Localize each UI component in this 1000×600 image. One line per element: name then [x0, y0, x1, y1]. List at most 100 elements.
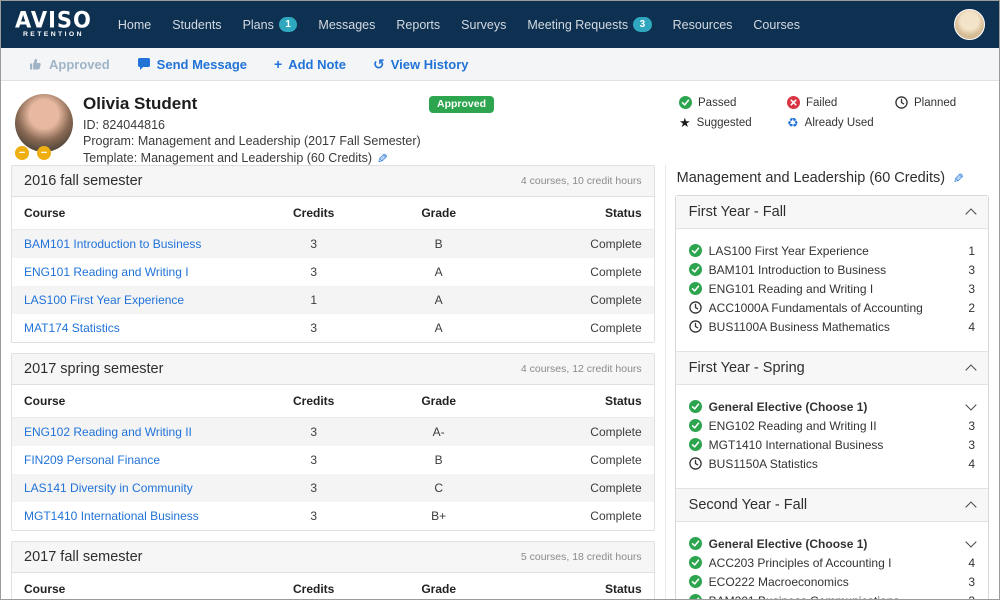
col-grade: Grade	[373, 573, 504, 599]
plan-section-header[interactable]: First Year - Spring	[675, 351, 988, 385]
course-link[interactable]: FIN209 Personal Finance	[24, 453, 161, 467]
plan-course-name[interactable]: BUS1150A Statistics	[708, 456, 818, 471]
logo-subtext: RETENTION	[23, 31, 84, 39]
course-link[interactable]: ENG101 Reading and Writing I	[24, 265, 189, 279]
table-row: ENG101 Reading and Writing I 3 A Complet…	[12, 258, 654, 286]
table-row: BAM101 Introduction to Business 3 B Comp…	[12, 229, 654, 258]
course-table: Course Credits Grade Status ENG102 Readi…	[12, 385, 654, 530]
plan-course-name[interactable]: General Elective (Choose 1)	[708, 536, 868, 551]
nav-item-reports[interactable]: Reports	[396, 17, 441, 32]
nav-item-courses[interactable]: Courses	[753, 17, 800, 32]
plan-course-name[interactable]: ENG101 Reading and Writing I	[708, 281, 874, 296]
plan-section-header[interactable]: Second Year - Fall	[675, 488, 988, 522]
nav-menu: Home Students Plans 1 Messages Reports Su…	[118, 17, 800, 32]
warning-minus-icon[interactable]: −	[15, 146, 29, 160]
user-avatar[interactable]	[954, 9, 985, 40]
course-credits: 3	[310, 453, 317, 467]
course-status: Complete	[590, 293, 642, 307]
plan-template-title: Management and Leadership (60 Credits) ✎	[676, 170, 966, 186]
semester-summary: 4 courses, 12 credit hours	[520, 363, 642, 375]
plan-section-header[interactable]: First Year - Fall	[675, 196, 988, 229]
plan-course-name[interactable]: General Elective (Choose 1)	[708, 399, 868, 414]
plan-course-item: ENG101 Reading and Writing I 3	[688, 279, 975, 298]
nav-item-students[interactable]: Students	[172, 17, 222, 32]
plan-course-credits: 3	[968, 262, 975, 277]
semester-summary: 5 courses, 18 credit hours	[520, 551, 642, 563]
chevron-up-icon[interactable]	[965, 501, 977, 513]
semester-header[interactable]: 2017 fall semester 5 courses, 18 credit …	[12, 542, 654, 573]
course-grade: A-	[432, 425, 445, 439]
plan-template-panel: Management and Leadership (60 Credits) ✎…	[664, 165, 989, 600]
recycle-icon: ♻	[787, 115, 799, 130]
legend-planned: Planned	[895, 96, 991, 109]
col-grade: Grade	[373, 385, 504, 418]
nav-item-plans[interactable]: Plans 1	[243, 17, 298, 32]
semester-list: 2016 fall semester 4 courses, 10 credit …	[11, 165, 655, 599]
table-header-row: Course Credits Grade Status	[12, 197, 654, 230]
course-link[interactable]: ENG102 Reading and Writing II	[24, 425, 192, 439]
plan-course-credits: 3	[968, 437, 975, 452]
plan-course-item: BUS1150A Statistics 4	[688, 454, 975, 473]
plan-section-second-year-fall: Second Year - Fall General Elective (Cho…	[675, 488, 988, 600]
alert-badges: − −	[15, 146, 51, 160]
plan-course-credits: 3	[957, 594, 975, 600]
send-message-button[interactable]: Send Message	[137, 57, 247, 72]
course-status: Complete	[590, 509, 642, 523]
add-note-button[interactable]: + Add Note	[274, 56, 346, 72]
col-grade: Grade	[373, 197, 504, 230]
plan-course-name[interactable]: ENG102 Reading and Writing II	[708, 418, 877, 433]
nav-item-resources[interactable]: Resources	[672, 17, 733, 32]
chevron-up-icon[interactable]	[965, 364, 977, 376]
aviso-logo[interactable]: AVISO RETENTION	[15, 6, 92, 39]
plan-course-name[interactable]: ACC203 Principles of Accounting I	[708, 555, 892, 570]
top-navbar: AVISO RETENTION Home Students Plans 1 Mes…	[1, 1, 999, 48]
plan-course-credits: 4	[968, 319, 975, 334]
chevron-down-icon[interactable]	[965, 536, 977, 548]
logo-text: AVISO	[15, 6, 92, 33]
view-history-button[interactable]: ↺ View History	[372, 56, 469, 72]
plan-course-name[interactable]: ACC1000A Fundamentals of Accounting	[708, 300, 923, 315]
nav-item-meeting-requests[interactable]: Meeting Requests 3	[527, 17, 652, 32]
course-link[interactable]: MGT1410 International Business	[24, 509, 199, 523]
chevron-up-icon[interactable]	[965, 208, 977, 220]
student-info: Olivia Student ID: 824044816 Program: Ma…	[83, 94, 985, 166]
course-credits: 3	[310, 237, 317, 251]
planned-clock-icon	[688, 301, 702, 314]
plan-course-name[interactable]: LAS100 First Year Experience	[708, 243, 869, 258]
table-header-row: Course Credits Grade Status	[12, 385, 654, 418]
course-link[interactable]: BAM101 Introduction to Business	[24, 237, 202, 251]
semester-card-2017-fall: 2017 fall semester 5 courses, 18 credit …	[11, 541, 655, 599]
course-link[interactable]: LAS100 First Year Experience	[24, 293, 185, 307]
nav-item-messages[interactable]: Messages	[318, 17, 376, 32]
passed-icon	[679, 96, 692, 109]
course-credits: 1	[310, 293, 317, 307]
failed-icon	[787, 96, 800, 109]
plan-course-name[interactable]: BUS1100A Business Mathematics	[708, 319, 890, 334]
table-row: LAS141 Diversity in Community 3 C Comple…	[12, 474, 654, 502]
course-link[interactable]: MAT174 Statistics	[24, 321, 120, 335]
plan-course-name[interactable]: ECO222 Macroeconomics	[708, 574, 849, 589]
plan-section-first-year-spring: First Year - Spring General Elective (Ch…	[675, 351, 988, 488]
course-link[interactable]: LAS141 Diversity in Community	[24, 481, 193, 495]
plan-course-name[interactable]: BAM101 Introduction to Business	[708, 262, 887, 277]
edit-template-icon[interactable]: ✎	[374, 152, 390, 164]
semester-header[interactable]: 2017 spring semester 4 courses, 12 credi…	[12, 354, 654, 385]
student-avatar[interactable]	[15, 94, 73, 152]
course-status: Complete	[590, 453, 642, 467]
warning-minus-icon[interactable]: −	[37, 146, 51, 160]
nav-item-surveys[interactable]: Surveys	[461, 17, 507, 32]
chevron-down-icon[interactable]	[965, 399, 977, 411]
semester-header[interactable]: 2016 fall semester 4 courses, 10 credit …	[12, 166, 654, 197]
table-row: MGT1410 International Business 3 B+ Comp…	[12, 502, 654, 530]
legend-already-used: ♻ Already Used	[787, 115, 874, 130]
plans-count-badge: 1	[278, 17, 298, 32]
passed-icon	[688, 575, 702, 588]
plan-course-name[interactable]: BAM201 Business Communications	[709, 594, 950, 600]
nav-item-home[interactable]: Home	[117, 17, 152, 32]
plan-course-name[interactable]: MGT1410 International Business	[708, 437, 884, 452]
passed-icon	[688, 556, 702, 569]
approved-button[interactable]: Approved	[29, 57, 110, 72]
plan-course-item: ENG102 Reading and Writing II 3	[688, 416, 975, 435]
thumbs-up-icon	[30, 58, 41, 70]
edit-plan-icon[interactable]: ✎	[950, 172, 966, 184]
